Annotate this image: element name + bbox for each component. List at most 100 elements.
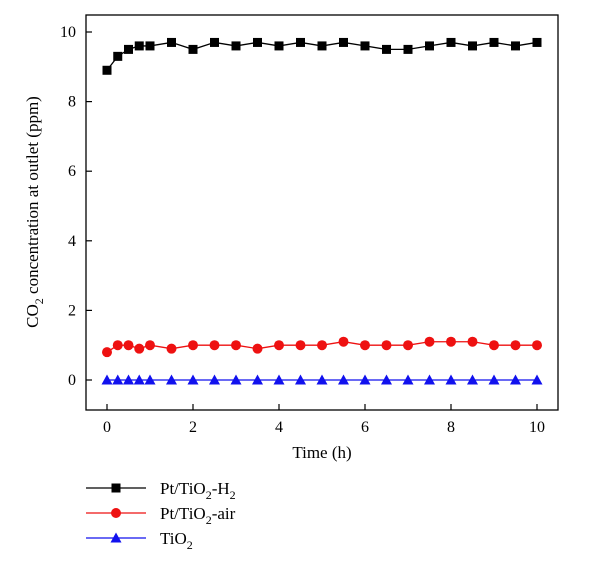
data-point [253, 37, 262, 47]
legend-item: TiO2 [86, 529, 193, 552]
data-point [133, 374, 145, 385]
data-point [339, 37, 348, 47]
legend-label: Pt/TiO2-H2 [160, 479, 236, 502]
data-point [123, 340, 134, 351]
data-point [295, 374, 306, 385]
data-point [510, 340, 521, 351]
y-axis-title-post: concentration at outlet (ppm) [23, 96, 42, 298]
data-point [295, 340, 306, 351]
data-point [252, 343, 263, 354]
data-point [187, 374, 199, 385]
data-point [296, 37, 305, 47]
data-point [230, 374, 242, 385]
data-point [511, 41, 520, 51]
data-point [467, 336, 478, 347]
y-tick-label: 10 [60, 24, 76, 41]
y-axis-title-pre: CO [23, 304, 42, 328]
data-point [360, 41, 370, 51]
x-tick-label: 2 [189, 419, 197, 436]
data-point [144, 374, 156, 385]
data-point [101, 374, 113, 385]
data-point [338, 374, 349, 385]
data-point [274, 340, 284, 351]
data-point [209, 340, 220, 351]
data-point [134, 343, 145, 354]
data-point [445, 374, 457, 385]
series-0 [102, 37, 542, 75]
x-tick-label: 8 [447, 419, 455, 436]
data-point [273, 374, 285, 385]
data-point [402, 374, 414, 385]
data-point [188, 340, 198, 351]
data-point [510, 374, 521, 385]
data-point [381, 374, 392, 385]
data-point [167, 37, 176, 47]
data-point [489, 340, 499, 351]
ticks: 0 2 4 6 8 10 0 2 4 6 8 10 [60, 24, 545, 436]
data-point [231, 340, 241, 351]
data-point [360, 340, 370, 351]
data-point [124, 44, 133, 54]
y-tick-label: 4 [68, 233, 76, 250]
data-point [403, 340, 413, 351]
data-point [317, 340, 327, 351]
data-point [210, 37, 219, 47]
x-tick-label: 6 [361, 419, 369, 436]
data-point [382, 44, 391, 54]
legend-marker [110, 532, 122, 543]
data-point [274, 41, 284, 51]
legend-item: Pt/TiO2-H2 [86, 479, 236, 502]
data-point [532, 340, 542, 351]
x-tick-label: 4 [275, 419, 283, 436]
x-axis-title: Time (h) [292, 443, 351, 462]
series-1 [102, 336, 542, 358]
y-axis-title: CO2 concentration at outlet (ppm) [23, 96, 46, 328]
y-tick-label: 0 [68, 372, 76, 389]
y-tick-label: 6 [68, 163, 76, 180]
data-point [446, 336, 456, 347]
data-point [188, 44, 198, 54]
legend-marker [111, 508, 121, 518]
data-point [134, 41, 144, 51]
data-point [338, 336, 349, 347]
legend-label: TiO2 [160, 529, 193, 552]
data-point [145, 41, 155, 51]
data-point [467, 374, 478, 385]
data-point [489, 37, 499, 47]
data-point [424, 336, 435, 347]
series-2 [101, 374, 543, 385]
series-layer [101, 37, 543, 385]
legend-label: Pt/TiO2-air [160, 504, 236, 527]
x-tick-label: 10 [529, 419, 545, 436]
data-point [102, 347, 112, 358]
data-point [424, 374, 435, 385]
y-tick-label: 8 [68, 94, 76, 111]
data-point [231, 41, 241, 51]
data-point [166, 343, 177, 354]
data-point [446, 37, 456, 47]
y-tick-label: 2 [68, 302, 76, 319]
data-point [488, 374, 500, 385]
data-point [425, 41, 434, 51]
data-point [317, 41, 327, 51]
x-tick-label: 0 [103, 419, 111, 436]
legend-item: Pt/TiO2-air [86, 504, 236, 527]
data-point [102, 65, 112, 75]
data-point [145, 340, 155, 351]
data-point [316, 374, 328, 385]
data-point [403, 44, 413, 54]
data-point [252, 374, 263, 385]
y-axis-title-sub: 2 [32, 298, 46, 304]
data-point [123, 374, 134, 385]
plot-frame [85, 14, 559, 411]
data-point [112, 340, 123, 351]
data-point [468, 41, 477, 51]
data-point [532, 37, 542, 47]
data-point [166, 374, 177, 385]
data-point [531, 374, 543, 385]
data-point [381, 340, 392, 351]
legend-marker [111, 483, 121, 493]
data-point [209, 374, 220, 385]
